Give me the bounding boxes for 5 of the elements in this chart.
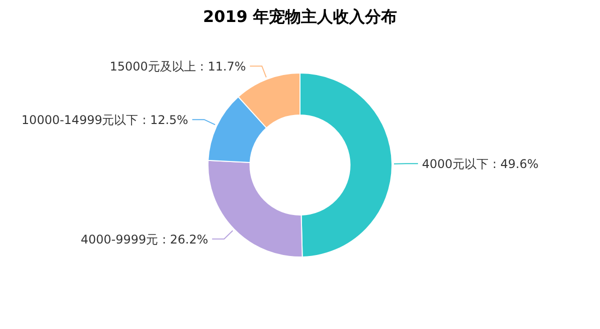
slice-label: 4000元以下 [422,157,489,172]
slice-label: 4000-9999元 [80,232,158,247]
slice-label: 15000元及以上 [110,60,196,74]
chart-title: 2019 年宠物主人收入分布 [202,7,398,26]
slice-label: 10000-14999元以下 [22,113,138,128]
